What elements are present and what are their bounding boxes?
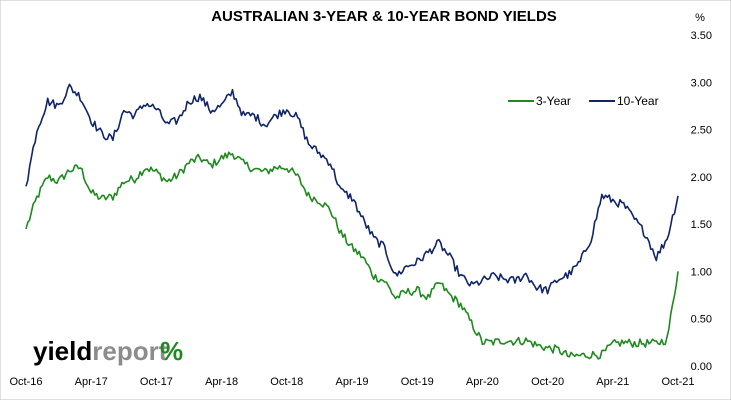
x-tick-label: Oct-20 bbox=[531, 376, 564, 388]
y-tick-label: 3.00 bbox=[691, 77, 712, 89]
logo-word-yield: yield bbox=[33, 336, 92, 366]
yieldreport-logo: yieldreport % bbox=[33, 336, 183, 366]
x-tick-label: Oct-17 bbox=[140, 376, 173, 388]
legend-label-3-year: 3-Year bbox=[536, 94, 571, 108]
plot-area: 0.00 0.50 1.00 1.50 2.00 2.50 3.00 3.50 Oct-16 Ap… bbox=[9, 30, 712, 388]
y-tick-label: 0.00 bbox=[691, 361, 712, 373]
legend-label-10-year: 10-Year bbox=[617, 94, 659, 108]
x-tick-label: Apr-17 bbox=[75, 376, 108, 388]
x-tick-label: Oct-16 bbox=[9, 376, 42, 388]
y-axis-unit: % bbox=[695, 12, 705, 24]
x-tick-label: Apr-18 bbox=[205, 376, 238, 388]
y-tick-label: 1.00 bbox=[691, 266, 712, 278]
series-line-10-year bbox=[25, 83, 679, 295]
x-tick-label: Apr-21 bbox=[596, 376, 629, 388]
x-tick-label: Oct-21 bbox=[661, 376, 694, 388]
x-tick-label: Oct-19 bbox=[401, 376, 434, 388]
logo-word-report: report bbox=[92, 336, 167, 366]
logo-percent-symbol: % bbox=[160, 336, 183, 366]
y-tick-label: 0.50 bbox=[691, 314, 712, 326]
x-tick-label: Apr-19 bbox=[335, 376, 368, 388]
x-tick-label: Oct-18 bbox=[270, 376, 303, 388]
chart-title: AUSTRALIAN 3-YEAR & 10-YEAR BOND YIELDS bbox=[211, 8, 557, 25]
series-line-3-year bbox=[25, 151, 679, 360]
y-tick-label: 2.00 bbox=[691, 172, 712, 184]
legend: 3-Year 10-Year bbox=[508, 94, 659, 108]
svg-text:yieldreport: yieldreport bbox=[33, 336, 168, 366]
x-tick-label: Apr-20 bbox=[466, 376, 499, 388]
y-tick-label: 1.50 bbox=[691, 219, 712, 231]
y-tick-label: 3.50 bbox=[691, 30, 712, 42]
y-tick-label: 2.50 bbox=[691, 125, 712, 137]
